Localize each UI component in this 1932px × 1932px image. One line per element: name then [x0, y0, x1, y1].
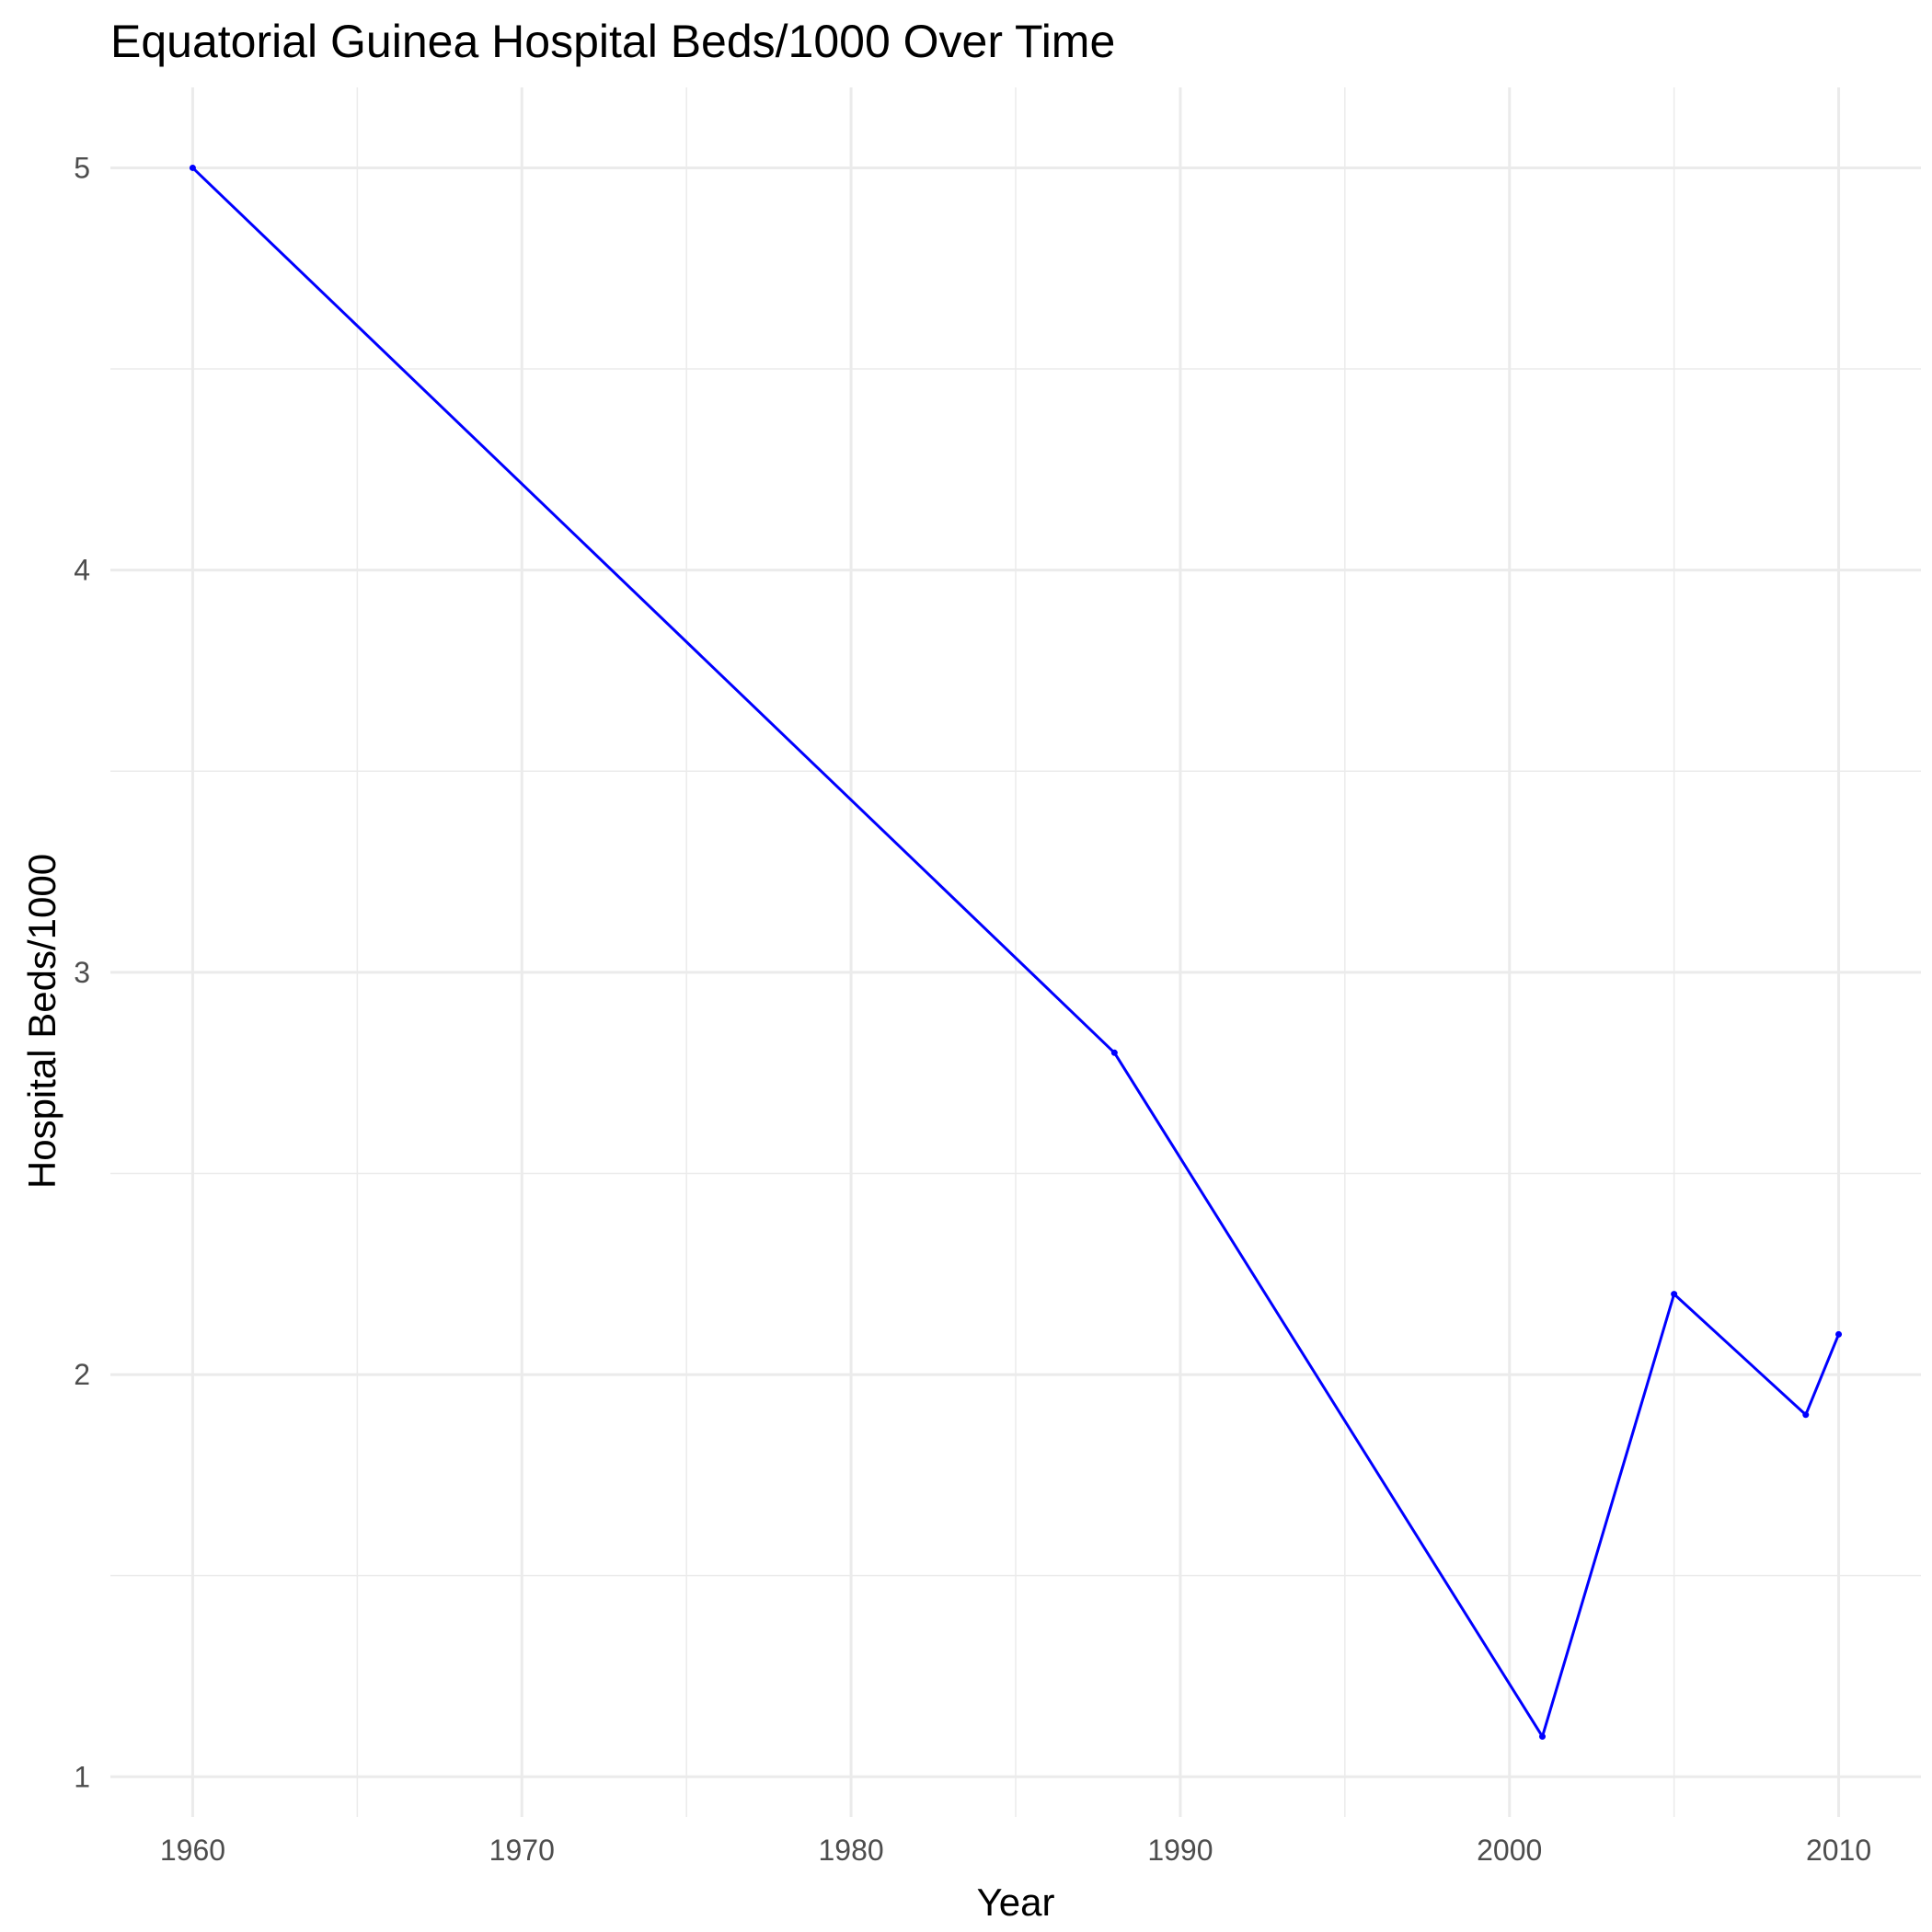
x-tick-label: 1970	[489, 1834, 555, 1867]
x-tick-label: 1990	[1147, 1834, 1213, 1867]
data-point	[189, 164, 196, 171]
series-line	[191, 167, 1840, 1739]
y-tick-label: 4	[74, 554, 90, 587]
y-tick-label: 5	[74, 151, 90, 184]
y-tick-label: 1	[74, 1760, 90, 1793]
x-tick-label: 2000	[1477, 1834, 1542, 1867]
y-tick-label: 2	[74, 1358, 90, 1391]
x-tick-label: 2010	[1806, 1834, 1871, 1867]
x-axis-label: Year	[977, 1880, 1055, 1924]
x-tick-label: 1980	[818, 1834, 883, 1867]
y-axis-label: Hospital Beds/1000	[20, 854, 63, 1189]
grid	[110, 87, 1921, 1817]
series-layer	[189, 164, 1843, 1741]
data-point	[1539, 1733, 1547, 1741]
y-axis-ticks: 1 2 3 4 5	[74, 151, 90, 1793]
data-point	[1835, 1330, 1843, 1338]
data-point	[1110, 1049, 1118, 1056]
y-tick-label: 3	[74, 956, 90, 989]
chart-title: Equatorial Guinea Hospital Beds/1000 Ove…	[110, 16, 1115, 67]
data-point	[1671, 1291, 1678, 1298]
x-axis-ticks: 1960 1970 1980 1990 2000 2010	[160, 1834, 1871, 1867]
data-point	[1802, 1411, 1810, 1419]
x-tick-label: 1960	[160, 1834, 225, 1867]
